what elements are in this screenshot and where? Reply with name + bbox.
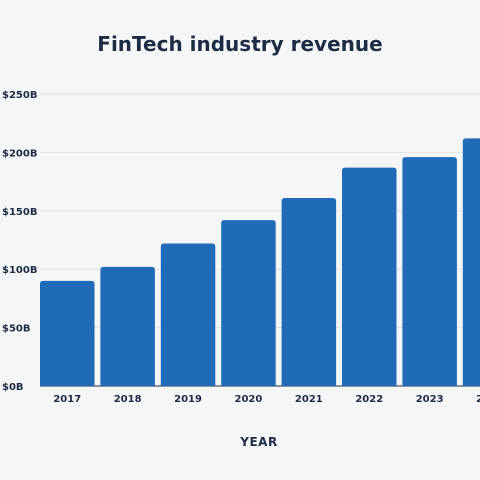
- x-axis-ticks: 2017 2018 2019 2020 2021 2022 2023 2024: [53, 394, 480, 405]
- y-tick-label: $200B: [2, 148, 37, 159]
- x-tick-label: 2020: [235, 394, 263, 405]
- bar-2022: [342, 167, 397, 386]
- bar-2018: [100, 266, 155, 386]
- bar-2020: [221, 220, 276, 386]
- x-tick-label: 2021: [295, 394, 323, 405]
- x-tick-label: 2022: [355, 394, 383, 405]
- x-axis-label: YEAR: [239, 435, 277, 449]
- bars: [40, 138, 480, 386]
- x-tick-label: 2017: [53, 394, 81, 405]
- bar-2024: [462, 138, 480, 386]
- x-tick-label: 2024: [476, 394, 480, 405]
- bar-2019: [160, 243, 216, 386]
- y-tick-label: $50B: [2, 324, 31, 335]
- x-tick-label: 2019: [174, 394, 202, 405]
- y-tick-label: $250B: [2, 90, 37, 101]
- bar-2023: [402, 157, 457, 386]
- y-tick-label: $100B: [2, 265, 37, 276]
- y-axis-ticks: $0B $50B $100B $150B $200B $250B: [2, 90, 37, 393]
- y-tick-label: $150B: [2, 207, 37, 218]
- x-tick-label: 2023: [416, 394, 444, 405]
- bar-2021: [281, 197, 337, 386]
- chart-title: FinTech industry revenue: [97, 32, 383, 56]
- x-tick-label: 2018: [114, 394, 142, 405]
- bar-2017: [40, 280, 95, 386]
- y-tick-label: $0B: [2, 382, 24, 393]
